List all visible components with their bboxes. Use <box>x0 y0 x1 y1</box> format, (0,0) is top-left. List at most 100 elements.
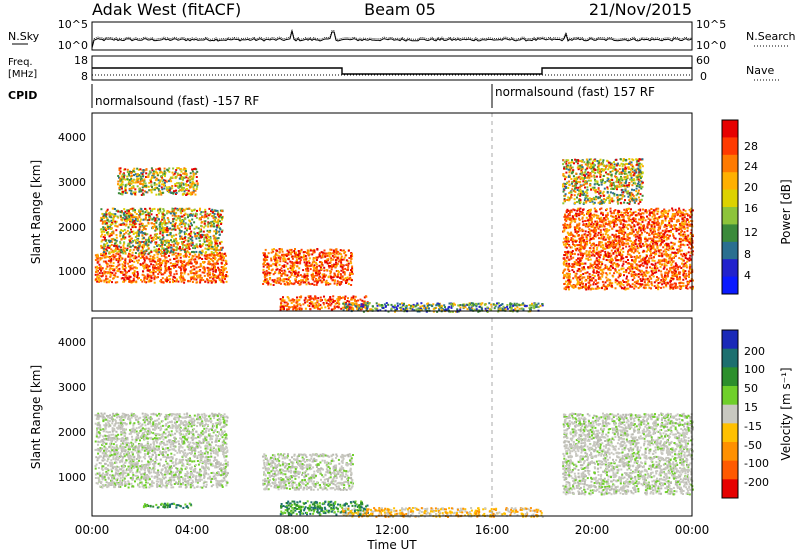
data-point <box>396 302 399 305</box>
data-point <box>298 252 301 255</box>
data-point <box>156 174 159 177</box>
data-point <box>436 310 439 313</box>
noise-tick-top-left: 10^5 <box>58 18 88 31</box>
data-point <box>262 283 265 285</box>
data-point <box>315 274 317 277</box>
data-point <box>291 306 294 308</box>
data-point <box>119 177 122 180</box>
data-point <box>324 298 327 301</box>
data-point <box>108 268 111 271</box>
data-point <box>345 301 348 304</box>
data-point <box>576 239 579 242</box>
data-point <box>143 225 146 228</box>
data-point <box>194 184 197 187</box>
data-point <box>153 176 156 179</box>
data-point <box>192 275 195 278</box>
data-point <box>213 230 216 233</box>
data-point <box>177 261 180 264</box>
data-point <box>162 214 165 217</box>
data-point <box>136 274 139 277</box>
data-point <box>190 278 193 281</box>
data-point <box>112 265 115 267</box>
data-point <box>630 226 633 229</box>
data-point <box>183 167 186 170</box>
data-point <box>336 280 339 283</box>
data-point <box>216 244 219 247</box>
data-point <box>402 308 405 310</box>
data-point <box>186 243 189 246</box>
data-point <box>566 217 568 220</box>
data-point <box>286 282 289 285</box>
data-point <box>535 303 538 306</box>
data-point <box>105 213 108 216</box>
data-point <box>135 242 138 245</box>
data-point <box>155 221 158 224</box>
data-point <box>291 298 294 301</box>
data-point <box>141 223 144 225</box>
data-point <box>574 214 576 217</box>
data-point <box>585 254 588 257</box>
data-point <box>612 216 615 219</box>
data-point <box>159 249 162 252</box>
data-point <box>147 280 150 283</box>
data-point <box>159 280 162 283</box>
data-point <box>153 267 156 270</box>
data-point <box>127 255 130 258</box>
data-point <box>562 271 564 274</box>
data-point <box>180 265 183 268</box>
data-point <box>106 255 109 258</box>
data-point <box>215 228 218 231</box>
data-point <box>156 245 159 247</box>
data-point <box>321 261 323 264</box>
data-point <box>134 209 136 212</box>
data-point <box>296 274 299 277</box>
data-point <box>154 275 156 278</box>
data-point <box>133 215 136 218</box>
data-point <box>129 181 132 184</box>
data-point <box>193 277 196 280</box>
data-point <box>612 252 615 254</box>
data-point <box>303 254 305 257</box>
data-point <box>330 248 333 251</box>
data-point <box>145 241 148 244</box>
data-point <box>633 287 636 290</box>
data-point <box>182 277 185 280</box>
data-point <box>128 275 131 278</box>
data-point <box>214 220 217 223</box>
data-point <box>305 268 308 271</box>
data-point <box>364 302 367 305</box>
data-point <box>288 248 291 251</box>
data-point <box>659 265 662 268</box>
data-point <box>199 234 202 237</box>
data-point <box>303 273 306 276</box>
data-point <box>684 257 687 259</box>
data-point <box>169 227 172 230</box>
data-point <box>655 240 658 243</box>
data-point <box>159 265 162 268</box>
data-point <box>216 242 219 245</box>
data-point <box>637 275 640 278</box>
data-point <box>336 283 339 286</box>
data-point <box>419 309 422 312</box>
data-point <box>347 282 350 285</box>
data-point <box>651 227 654 230</box>
data-point <box>581 234 584 237</box>
data-point <box>129 255 131 258</box>
data-point <box>133 167 136 170</box>
data-point <box>134 192 136 195</box>
data-point <box>155 183 158 186</box>
data-point <box>128 276 131 279</box>
data-point <box>165 248 168 250</box>
data-point <box>344 303 347 305</box>
data-point <box>115 229 118 232</box>
data-point <box>296 305 299 308</box>
data-point <box>139 257 142 259</box>
data-point <box>323 295 325 298</box>
data-point <box>192 174 195 177</box>
data-point <box>297 250 300 252</box>
data-point <box>161 237 164 240</box>
data-point <box>147 238 150 241</box>
data-point <box>112 269 115 272</box>
data-point <box>118 172 121 175</box>
data-point <box>173 240 176 243</box>
